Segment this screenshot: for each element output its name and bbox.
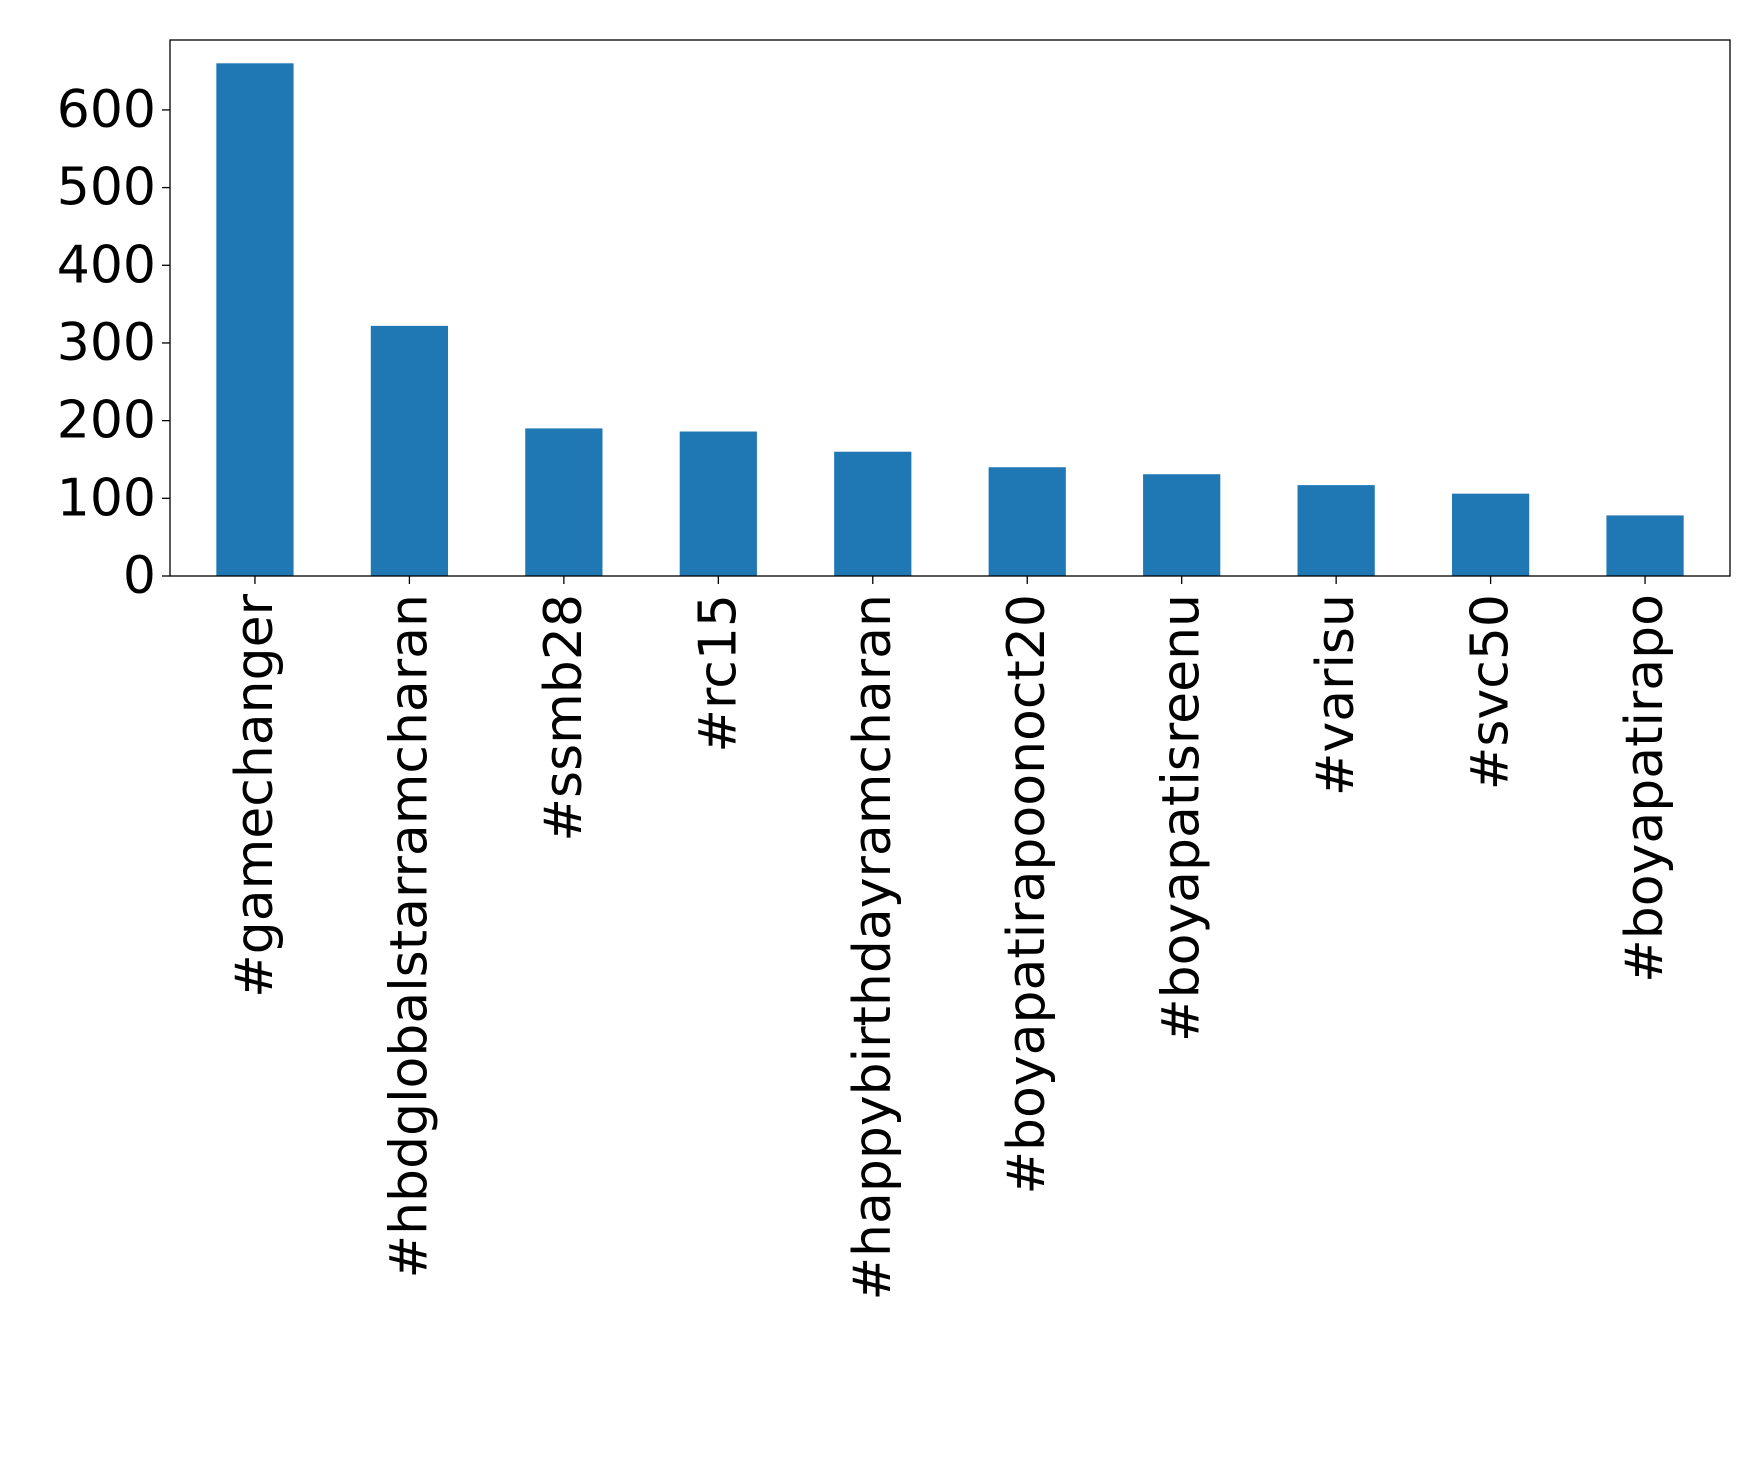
bar-rc15 (679, 431, 757, 576)
x-tick-label: #svc50 (1461, 594, 1521, 790)
y-axis: 0 100 200 300 400 500 600 (57, 80, 170, 606)
bar-boyapatisreenu (1143, 474, 1221, 576)
plot-area-frame (169, 39, 1731, 577)
bar-boyapatirapoonoct20 (988, 467, 1066, 576)
x-axis: #gamechanger #hbdglobalstarramcharan #ssmb… (225, 576, 1675, 1301)
y-tick-label: 100 (57, 468, 156, 528)
x-tick-label: #boyapatirapoonoct20 (997, 594, 1057, 1195)
x-tick-label: #boyapatirapo (1615, 594, 1675, 983)
bars-group (216, 63, 1684, 577)
bar-svc50 (1451, 493, 1530, 576)
x-tick-label: #ssmb28 (534, 594, 594, 842)
bar-happybirthdayramcharan (834, 451, 912, 576)
y-tick-label: 300 (57, 313, 156, 373)
y-tick-label: 400 (57, 235, 156, 295)
x-tick-label: #varisu (1306, 594, 1366, 796)
bar-boyapatirapo (1606, 515, 1684, 576)
y-tick-label: 200 (57, 391, 156, 451)
x-tick-label: #hbdglobalstarramcharan (379, 594, 439, 1278)
y-tick-label: 500 (57, 158, 156, 218)
bar-gamechanger (216, 63, 294, 577)
y-tick-label: 0 (123, 546, 156, 606)
bar-varisu (1297, 485, 1375, 576)
x-tick-label: #gamechanger (225, 593, 285, 997)
x-tick-label: #happybirthdayramcharan (843, 594, 903, 1301)
bar-hbdglobalstarramcharan (370, 325, 449, 576)
x-tick-label: #boyapatisreenu (1152, 594, 1212, 1042)
y-tick-label: 600 (57, 80, 156, 140)
x-tick-label: #rc15 (688, 594, 748, 753)
bar-ssmb28 (525, 428, 603, 576)
